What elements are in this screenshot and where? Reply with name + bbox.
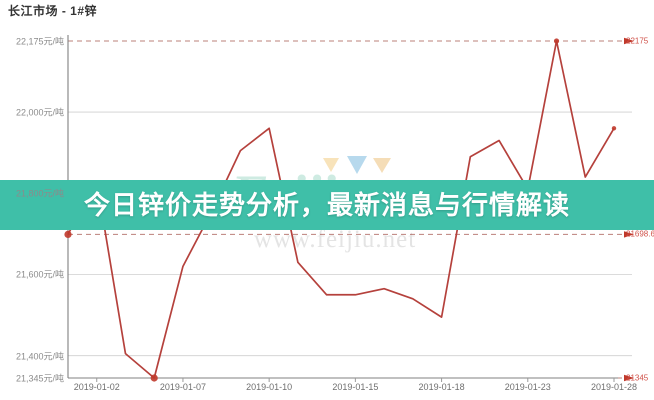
x-axis-tick-label: 2019-01-15: [332, 382, 379, 392]
y-axis-tick-label: 21,400元/吨: [15, 351, 64, 362]
y-axis-tick-label: 22,175元/吨: [15, 36, 64, 47]
y-axis-tick-label: 22,000元/吨: [15, 107, 64, 118]
y-axis-tick-label: 21,600元/吨: [15, 269, 64, 280]
y-axis-tick-label: 21,345元/吨: [15, 373, 64, 384]
x-axis-tick-label: 2019-01-18: [418, 382, 465, 392]
data-point-marker[interactable]: [64, 230, 72, 238]
right-axis-value-label: 21345: [626, 373, 649, 383]
x-axis-labels: 2019-01-02 2019-01-07 2019-01-10 2019-01-15…: [0, 382, 654, 400]
reference-arrow-icon: [624, 231, 634, 238]
data-point-marker[interactable]: [150, 374, 158, 382]
y-axis-labels: 21,345元/吨 21,400元/吨 21,600元/吨 21,800元/吨 22,0…: [0, 0, 66, 400]
x-axis-tick-label: 2019-01-02: [73, 382, 120, 392]
right-axis-labels: 22175 21698.68 21345: [614, 0, 654, 400]
overlay-banner: [0, 180, 654, 230]
x-axis-tick-label: 2019-01-10: [246, 382, 293, 392]
overlay-banner-text: 今日锌价走势分析，最新消息与行情解读: [83, 190, 570, 220]
data-point-marker[interactable]: [611, 126, 617, 131]
x-axis-tick-label: 2019-01-28: [590, 382, 638, 392]
reference-arrow-icon: [624, 374, 634, 382]
right-axis-value-label: 22175: [626, 36, 649, 46]
y-axis-tick-label: 21,800元/吨: [15, 188, 64, 199]
right-axis-value-label: 21698.68: [626, 229, 654, 239]
data-point-marker[interactable]: [553, 38, 560, 44]
x-axis-tick-label: 2019-01-07: [159, 382, 206, 392]
x-axis-tick-label: 2019-01-23: [504, 382, 551, 392]
reference-arrow-icon: [624, 37, 634, 45]
chart-title: 长江市场 - 1#锌: [8, 4, 98, 18]
